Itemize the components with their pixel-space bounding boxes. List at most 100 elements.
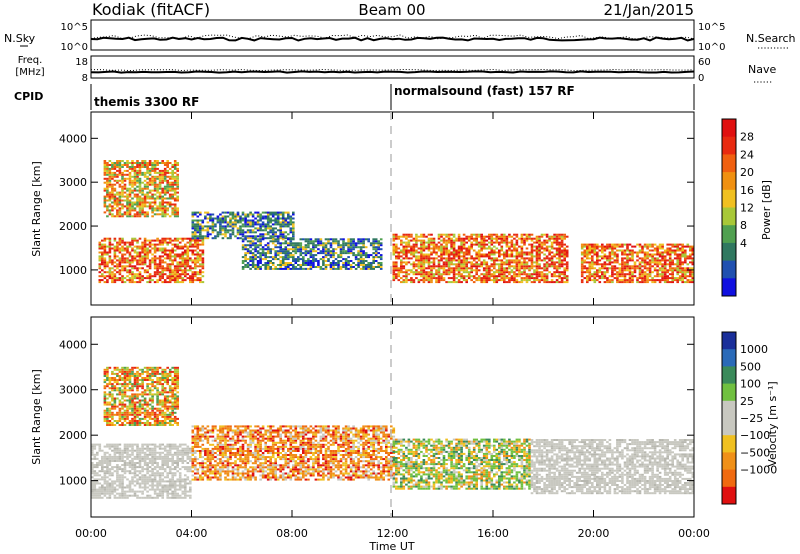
echo-cell bbox=[555, 271, 559, 274]
echo-cell bbox=[488, 253, 491, 256]
echo-cell bbox=[111, 243, 114, 246]
echo-cell bbox=[249, 258, 252, 261]
echo-cell bbox=[648, 267, 652, 270]
echo-cell bbox=[621, 249, 624, 252]
echo-cell bbox=[148, 451, 152, 454]
echo-cell bbox=[113, 490, 117, 493]
echo-cell bbox=[477, 255, 481, 258]
echo-cell bbox=[143, 183, 147, 186]
echo-cell bbox=[631, 265, 634, 268]
echo-cell bbox=[264, 225, 267, 228]
echo-cell bbox=[171, 443, 174, 446]
echo-cell bbox=[339, 250, 343, 253]
echo-cell bbox=[131, 488, 134, 491]
echo-cell bbox=[113, 249, 117, 252]
echo-cell bbox=[108, 257, 112, 260]
echo-cell bbox=[199, 233, 202, 236]
echo-cell bbox=[648, 253, 652, 256]
echo-cell bbox=[153, 183, 157, 186]
echo-cell bbox=[535, 245, 539, 248]
echo-cell bbox=[156, 470, 159, 473]
echo-cell bbox=[287, 258, 290, 261]
echo-cell bbox=[420, 279, 423, 282]
echo-cell bbox=[631, 277, 634, 280]
echo-cell bbox=[410, 263, 413, 266]
echo-cell bbox=[151, 239, 154, 242]
echo-cell bbox=[113, 453, 117, 456]
echo-cell bbox=[317, 242, 320, 245]
echo-cell bbox=[354, 267, 358, 270]
echo-cell bbox=[560, 249, 564, 252]
echo-cell bbox=[219, 223, 222, 226]
echo-cell bbox=[344, 266, 348, 268]
echo-cell bbox=[236, 221, 240, 224]
echo-cell bbox=[520, 249, 524, 252]
echo-cell bbox=[613, 261, 617, 264]
echo-cell bbox=[673, 245, 677, 248]
echo-cell bbox=[309, 260, 313, 262]
echo-cell bbox=[515, 263, 519, 266]
echo-cell bbox=[319, 238, 323, 241]
echo-cell bbox=[580, 273, 584, 276]
echo-cell bbox=[344, 258, 348, 261]
echo-cell bbox=[126, 211, 129, 214]
echo-cell bbox=[397, 275, 401, 278]
echo-cell bbox=[184, 275, 187, 278]
echo-cell bbox=[136, 193, 139, 196]
echo-cell bbox=[538, 271, 541, 274]
echo-cell bbox=[307, 242, 310, 245]
echo-cell bbox=[643, 279, 647, 282]
echo-cell bbox=[668, 277, 672, 280]
echo-cell bbox=[168, 277, 172, 280]
echo-cell bbox=[106, 464, 109, 466]
echo-cell bbox=[126, 173, 129, 176]
echo-cell bbox=[503, 281, 506, 284]
echo-cell bbox=[176, 488, 179, 491]
echo-cell bbox=[271, 219, 275, 222]
echo-cell bbox=[113, 183, 117, 186]
echo-cell bbox=[505, 277, 509, 280]
echo-cell bbox=[151, 462, 154, 464]
echo-cell bbox=[249, 256, 252, 259]
echo-cell bbox=[123, 476, 127, 479]
echo-cell bbox=[123, 443, 127, 446]
echo-cell bbox=[211, 231, 215, 234]
echo-cell bbox=[128, 486, 132, 489]
echo-cell bbox=[452, 259, 456, 262]
echo-cell bbox=[166, 490, 169, 493]
echo-cell bbox=[435, 277, 438, 280]
echo-cell bbox=[259, 219, 262, 222]
echo-cell bbox=[493, 275, 496, 278]
echo-cell bbox=[138, 476, 142, 479]
echo-cell bbox=[221, 219, 225, 222]
echo-cell bbox=[244, 235, 247, 238]
echo-cell bbox=[362, 267, 365, 270]
echo-cell bbox=[540, 279, 544, 282]
echo-cell bbox=[173, 167, 177, 170]
echo-cell bbox=[477, 241, 481, 244]
echo-cell bbox=[136, 175, 139, 178]
echo-cell bbox=[171, 203, 174, 206]
echo-cell bbox=[161, 259, 164, 262]
echo-cell bbox=[550, 243, 554, 246]
echo-cell bbox=[123, 259, 127, 262]
echo-cell bbox=[490, 243, 494, 246]
echo-cell bbox=[503, 261, 506, 264]
echo-cell bbox=[259, 260, 262, 262]
echo-cell bbox=[379, 264, 383, 266]
echo-cell bbox=[518, 265, 521, 268]
echo-cell bbox=[475, 255, 478, 258]
echo-cell bbox=[143, 453, 147, 456]
echo-cell bbox=[118, 468, 122, 471]
echo-cell bbox=[480, 273, 483, 276]
echo-cell bbox=[143, 175, 147, 178]
echo-cell bbox=[508, 247, 511, 250]
echo-cell bbox=[171, 183, 174, 186]
echo-cell bbox=[460, 245, 463, 248]
echo-cell bbox=[613, 259, 617, 262]
echo-cell bbox=[128, 466, 132, 469]
echo-cell bbox=[116, 267, 119, 270]
echo-cell bbox=[173, 484, 177, 487]
echo-cell bbox=[131, 164, 134, 166]
echo-cell bbox=[292, 264, 295, 266]
